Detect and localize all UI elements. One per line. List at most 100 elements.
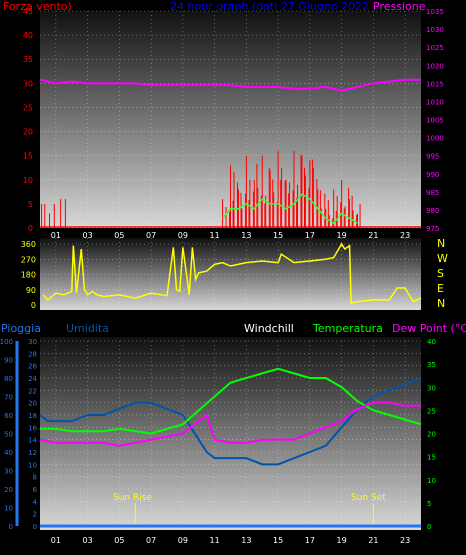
tick-label-pressure: 1025 (426, 44, 444, 52)
compass-label: N (437, 297, 445, 310)
tick-label-hour: 21 (368, 231, 378, 240)
tick-label-temp-left: 16 (28, 424, 37, 432)
tick-label-wind: 25 (23, 103, 33, 112)
tick-label-hour: 01 (51, 231, 61, 240)
tick-label-pressure: 975 (426, 225, 439, 233)
tick-label-pressure: 1030 (426, 26, 444, 34)
tick-label-pressure: 1005 (426, 117, 444, 125)
tick-label-temp-left: 4 (33, 498, 38, 506)
tick-label-temp-left: 18 (28, 412, 37, 420)
temperature-line (40, 367, 422, 435)
sunset-label: Sun Set (351, 493, 386, 503)
tick-label-hour: 13 (241, 536, 251, 545)
tick-label-temp-right: 35 (427, 361, 436, 369)
tick-label-hour: 11 (210, 536, 220, 545)
tick-label-hour: 19 (337, 536, 347, 545)
tick-label-temp-right: 5 (427, 500, 431, 508)
rain-label: Pioggia (1, 322, 41, 335)
tick-label-hour: 01 (51, 536, 61, 545)
tick-label-temp-left: 8 (33, 474, 37, 482)
tick-label-temp-left: 12 (28, 449, 37, 457)
tick-label-temp-left: 20 (28, 400, 37, 408)
tick-label-direction: 0 (31, 301, 36, 310)
tick-label-hour: 03 (83, 231, 93, 240)
tick-label-temp-left: 30 (28, 338, 37, 346)
tick-label-hour: 11 (210, 231, 220, 240)
tick-label-hour: 09 (178, 536, 188, 545)
tick-label-hour: 05 (114, 536, 124, 545)
tick-label-wind: 5 (28, 200, 33, 209)
tick-label-wind: 35 (23, 55, 33, 64)
tick-label-hour: 15 (273, 231, 283, 240)
pressure-axis-title: Pressione (373, 0, 426, 13)
panel-climate (40, 337, 421, 530)
tick-label-temp-left: 14 (28, 437, 37, 445)
tick-label-direction: 90 (26, 286, 36, 295)
tick-label-rain: 100 (0, 338, 13, 346)
tick-label-temp-right: 0 (427, 523, 431, 531)
gust-line (221, 193, 358, 225)
tick-label-pressure: 1000 (426, 135, 444, 143)
tick-label-rain: 50 (4, 431, 13, 439)
tick-label-temp-left: 22 (28, 387, 37, 395)
tick-label-hour: 21 (368, 536, 378, 545)
humidity-line (39, 377, 422, 466)
tick-label-pressure: 980 (426, 207, 439, 215)
tick-label-wind: 45 (23, 7, 33, 16)
tick-label-rain: 20 (4, 486, 13, 494)
tick-label-pressure: 1020 (426, 62, 444, 70)
tick-label-rain: 40 (4, 449, 13, 457)
tick-label-hour: 19 (337, 231, 347, 240)
tick-label-temp-right: 10 (427, 477, 436, 485)
dewpoint-label: Dew Point (°C) (392, 322, 466, 335)
compass-label: N (437, 237, 445, 250)
tick-label-temp-left: 28 (28, 350, 37, 358)
tick-label-temp-left: 6 (33, 486, 38, 494)
tick-label-wind: 30 (23, 79, 33, 88)
tick-label-rain: 80 (4, 375, 13, 383)
compass-label: S (437, 267, 444, 280)
compass-label: W (437, 252, 448, 265)
tick-label-wind: 0 (28, 224, 33, 233)
tick-label-hour: 07 (146, 231, 156, 240)
tick-label-temp-left: 10 (28, 461, 37, 469)
tick-label-temp-right: 30 (427, 384, 436, 392)
tick-label-wind: 10 (23, 176, 33, 185)
tick-label-temp-right: 40 (427, 338, 436, 346)
tick-label-pressure: 1010 (426, 98, 444, 106)
compass-label: E (437, 282, 444, 295)
panel-direction (40, 238, 421, 310)
sunrise-label: Sun Rise (113, 493, 152, 503)
tick-label-hour: 03 (83, 536, 93, 545)
tick-label-pressure: 990 (426, 171, 439, 179)
tick-label-hour: 23 (400, 231, 410, 240)
pressure-line (39, 78, 421, 92)
tick-label-pressure: 1015 (426, 80, 444, 88)
tick-label-hour: 13 (241, 231, 251, 240)
tick-label-wind: 20 (23, 128, 33, 137)
tick-label-hour: 17 (305, 231, 315, 240)
tick-label-temp-left: 0 (33, 523, 37, 531)
tick-label-temp-left: 26 (28, 363, 37, 371)
tick-label-wind: 40 (23, 31, 33, 40)
tick-label-temp-right: 25 (427, 407, 436, 415)
direction-line (42, 242, 422, 305)
tick-label-pressure: 1035 (426, 8, 444, 16)
humidity-label: Umidita (66, 322, 109, 335)
tick-label-hour: 15 (273, 536, 283, 545)
tick-label-rain: 10 (4, 505, 13, 513)
tick-label-temp-right: 20 (427, 431, 436, 439)
tick-label-temp-right: 15 (427, 454, 436, 462)
tick-label-rain: 70 (4, 394, 13, 402)
tick-label-rain: 30 (4, 468, 13, 476)
tick-label-direction: 270 (21, 255, 36, 264)
tick-label-hour: 09 (178, 231, 188, 240)
temperature-label: Temperatura (312, 322, 383, 335)
wind-axis-title: Forza vento) (3, 0, 72, 13)
tick-label-hour: 23 (400, 536, 410, 545)
tick-label-hour: 05 (114, 231, 124, 240)
chart-title: 24 hour graph (dati 27 Giugno 2022 (170, 0, 369, 13)
tick-label-rain: 0 (9, 523, 13, 531)
tick-label-hour: 07 (146, 536, 156, 545)
